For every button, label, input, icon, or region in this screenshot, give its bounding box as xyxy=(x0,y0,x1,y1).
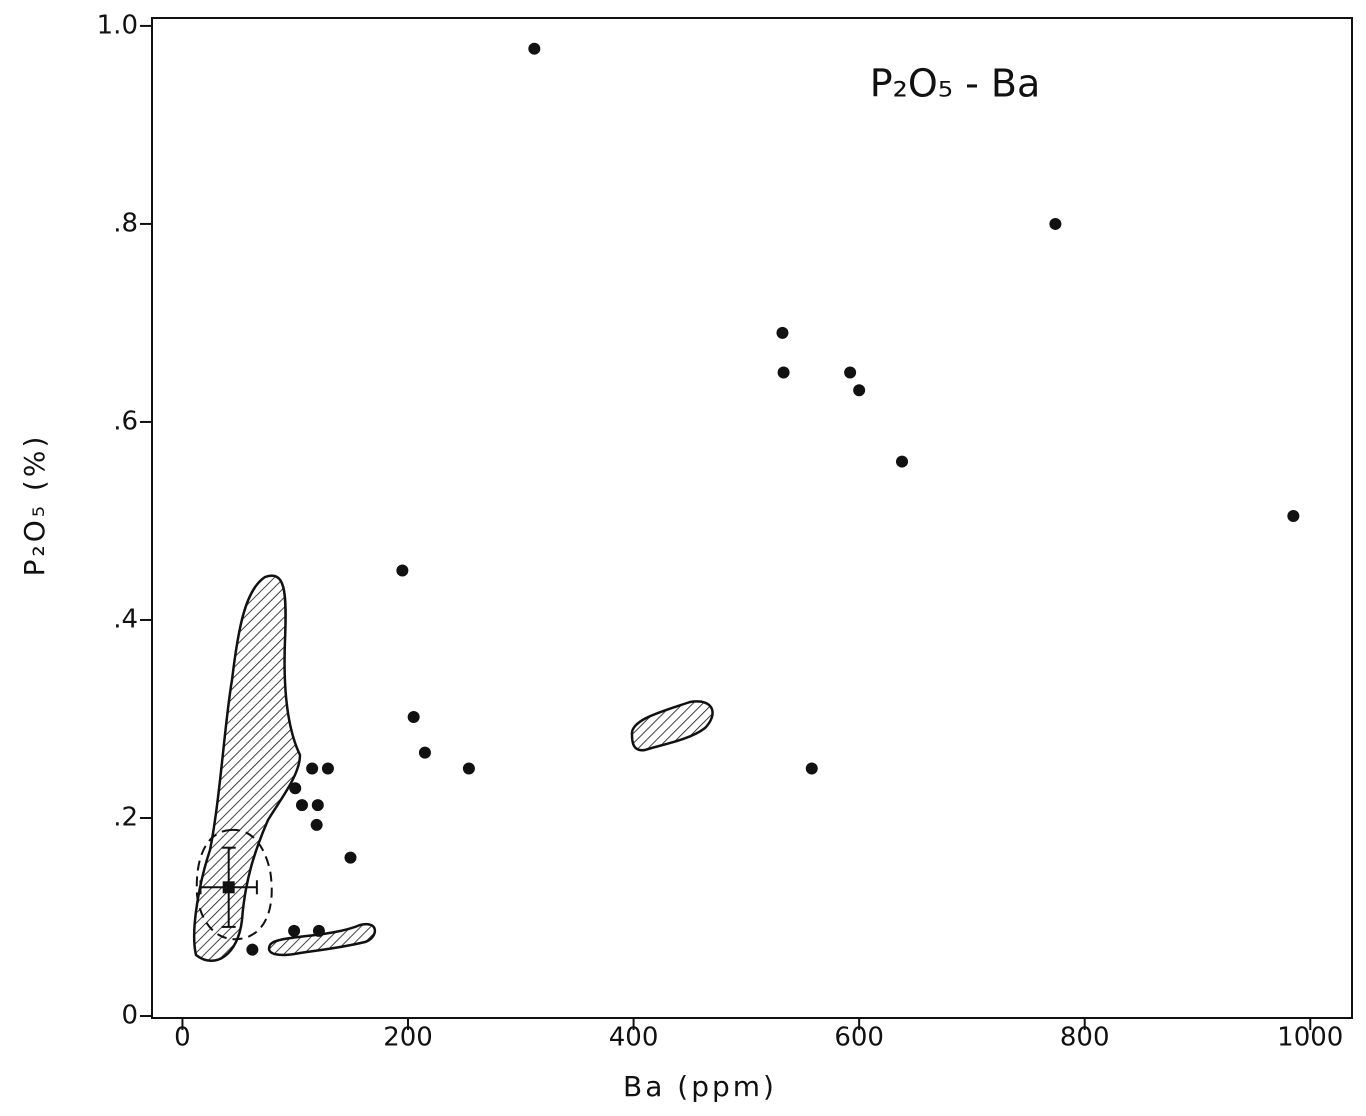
y-tick-label: .8 xyxy=(113,208,138,238)
plot-frame xyxy=(151,17,1353,1019)
mean-point xyxy=(222,881,235,894)
y-tick-label: .6 xyxy=(113,406,138,436)
field-region xyxy=(630,700,714,752)
data-point xyxy=(296,799,308,812)
x-tick-label: 1000 xyxy=(1277,1023,1343,1053)
data-point xyxy=(844,366,857,379)
data-point xyxy=(344,851,357,864)
data-point xyxy=(418,746,431,759)
x-tick-label: 200 xyxy=(383,1023,433,1053)
data-point xyxy=(805,762,818,775)
data-point xyxy=(853,384,866,397)
data-point xyxy=(407,711,420,724)
data-point xyxy=(311,799,324,812)
data-point xyxy=(528,42,541,55)
data-point xyxy=(396,564,409,577)
data-point xyxy=(321,762,334,775)
x-tick-label: 0 xyxy=(174,1023,191,1053)
data-point xyxy=(896,455,908,468)
x-axis-label: Ba (ppm) xyxy=(623,1070,777,1103)
x-tick-label: 600 xyxy=(834,1023,884,1053)
data-point xyxy=(289,782,302,795)
x-tick-label: 800 xyxy=(1060,1023,1110,1053)
data-point xyxy=(462,762,475,775)
field-region xyxy=(192,574,302,962)
dashed-field xyxy=(195,828,273,941)
data-point xyxy=(776,326,789,339)
y-tick-label: 1.0 xyxy=(97,10,138,40)
y-tick-label: .4 xyxy=(113,604,138,634)
data-point xyxy=(306,762,319,775)
y-tick-label: .2 xyxy=(113,803,138,833)
data-point xyxy=(246,943,259,956)
data-point xyxy=(288,924,301,937)
x-tick-label: 400 xyxy=(609,1023,659,1053)
y-axis-label: P₂O₅ (%) xyxy=(18,434,51,577)
data-point xyxy=(312,924,325,937)
chart-title: P₂O₅ - Ba xyxy=(870,62,1041,106)
data-point xyxy=(777,366,790,379)
data-point xyxy=(310,818,323,831)
data-point xyxy=(1287,510,1300,523)
data-point xyxy=(1049,217,1062,230)
y-tick-label: 0 xyxy=(121,1001,138,1031)
